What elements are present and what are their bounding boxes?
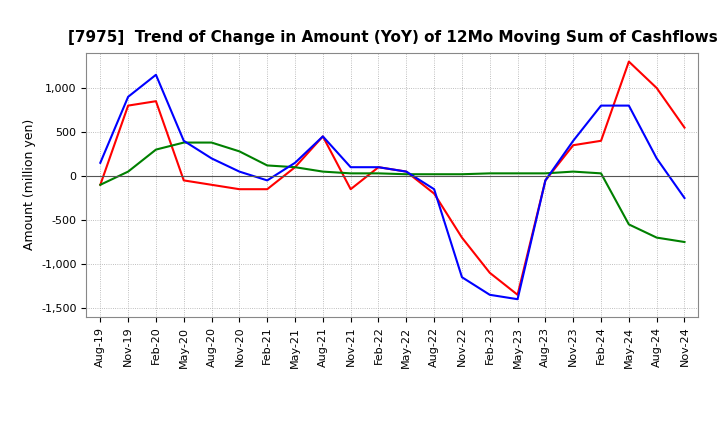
Operating Cashflow bbox=[569, 143, 577, 148]
Free Cashflow bbox=[374, 165, 383, 170]
Free Cashflow bbox=[96, 160, 104, 165]
Line: Operating Cashflow: Operating Cashflow bbox=[100, 62, 685, 295]
Operating Cashflow bbox=[152, 99, 161, 104]
Investing Cashflow bbox=[263, 163, 271, 168]
Free Cashflow bbox=[430, 187, 438, 192]
Investing Cashflow bbox=[430, 172, 438, 177]
Operating Cashflow bbox=[624, 59, 633, 64]
Operating Cashflow bbox=[374, 165, 383, 170]
Investing Cashflow bbox=[541, 171, 550, 176]
Investing Cashflow bbox=[235, 149, 243, 154]
Line: Investing Cashflow: Investing Cashflow bbox=[100, 143, 685, 242]
Free Cashflow bbox=[652, 156, 661, 161]
Investing Cashflow bbox=[485, 171, 494, 176]
Operating Cashflow bbox=[207, 182, 216, 187]
Investing Cashflow bbox=[624, 222, 633, 227]
Investing Cashflow bbox=[402, 172, 410, 177]
Free Cashflow bbox=[513, 297, 522, 302]
Operating Cashflow bbox=[458, 235, 467, 240]
Operating Cashflow bbox=[680, 125, 689, 130]
Operating Cashflow bbox=[179, 178, 188, 183]
Free Cashflow bbox=[263, 178, 271, 183]
Operating Cashflow bbox=[597, 138, 606, 143]
Investing Cashflow bbox=[207, 140, 216, 145]
Free Cashflow bbox=[207, 156, 216, 161]
Investing Cashflow bbox=[346, 171, 355, 176]
Operating Cashflow bbox=[402, 169, 410, 174]
Investing Cashflow bbox=[179, 140, 188, 145]
Investing Cashflow bbox=[374, 171, 383, 176]
Operating Cashflow bbox=[485, 270, 494, 275]
Y-axis label: Amount (million yen): Amount (million yen) bbox=[22, 119, 35, 250]
Free Cashflow bbox=[458, 275, 467, 280]
Title: [7975]  Trend of Change in Amount (YoY) of 12Mo Moving Sum of Cashflows: [7975] Trend of Change in Amount (YoY) o… bbox=[68, 29, 717, 45]
Investing Cashflow bbox=[152, 147, 161, 152]
Free Cashflow bbox=[569, 138, 577, 143]
Investing Cashflow bbox=[124, 169, 132, 174]
Operating Cashflow bbox=[541, 178, 550, 183]
Free Cashflow bbox=[624, 103, 633, 108]
Investing Cashflow bbox=[291, 165, 300, 170]
Free Cashflow bbox=[291, 160, 300, 165]
Operating Cashflow bbox=[346, 187, 355, 192]
Line: Free Cashflow: Free Cashflow bbox=[100, 75, 685, 299]
Investing Cashflow bbox=[680, 239, 689, 245]
Investing Cashflow bbox=[318, 169, 327, 174]
Operating Cashflow bbox=[513, 292, 522, 297]
Investing Cashflow bbox=[652, 235, 661, 240]
Operating Cashflow bbox=[430, 191, 438, 196]
Operating Cashflow bbox=[318, 134, 327, 139]
Investing Cashflow bbox=[513, 171, 522, 176]
Operating Cashflow bbox=[652, 85, 661, 91]
Free Cashflow bbox=[124, 94, 132, 99]
Investing Cashflow bbox=[569, 169, 577, 174]
Operating Cashflow bbox=[124, 103, 132, 108]
Operating Cashflow bbox=[235, 187, 243, 192]
Free Cashflow bbox=[318, 134, 327, 139]
Free Cashflow bbox=[597, 103, 606, 108]
Free Cashflow bbox=[541, 178, 550, 183]
Operating Cashflow bbox=[96, 182, 104, 187]
Investing Cashflow bbox=[597, 171, 606, 176]
Investing Cashflow bbox=[96, 182, 104, 187]
Free Cashflow bbox=[346, 165, 355, 170]
Free Cashflow bbox=[152, 72, 161, 77]
Free Cashflow bbox=[485, 292, 494, 297]
Investing Cashflow bbox=[458, 172, 467, 177]
Free Cashflow bbox=[402, 169, 410, 174]
Free Cashflow bbox=[179, 138, 188, 143]
Operating Cashflow bbox=[263, 187, 271, 192]
Operating Cashflow bbox=[291, 165, 300, 170]
Free Cashflow bbox=[680, 195, 689, 201]
Free Cashflow bbox=[235, 169, 243, 174]
